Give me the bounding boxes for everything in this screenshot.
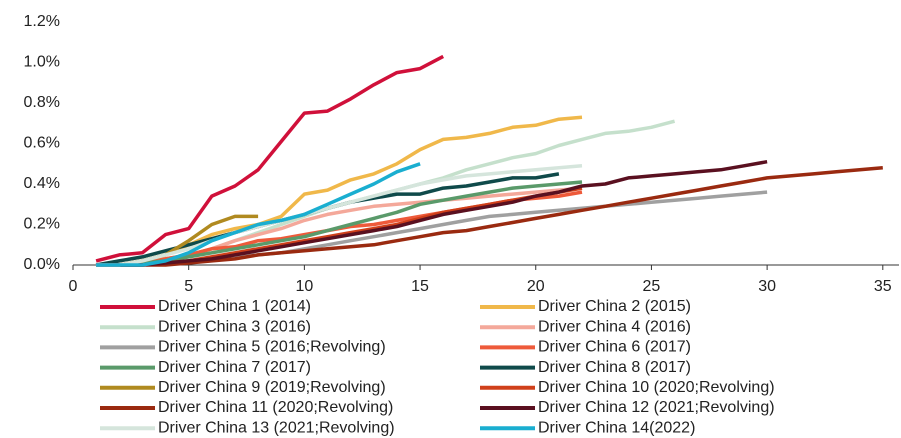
y-tick-label: 0.8% [24,94,60,111]
legend-label: Driver China 2 (2015) [538,298,691,315]
legend-label: Driver China 3 (2016) [158,318,311,335]
legend-label: Driver China 1 (2014) [158,298,311,315]
y-tick-label: 0.2% [24,216,60,233]
series-line [95,172,560,267]
y-tick-label: 0.0% [24,256,60,273]
x-tick-label: 0 [69,278,78,295]
x-tick-label: 25 [643,278,661,295]
x-tick-label: 30 [758,278,776,295]
y-tick-label: 1.0% [24,54,60,71]
legend-label: Driver China 4 (2016) [538,318,691,335]
series-line [96,180,583,267]
legend-label: Driver China 13 (2021;Revolving) [158,419,395,436]
legend-label: Driver China 14(2022) [538,419,695,436]
series-line [96,166,883,267]
series-line [95,54,445,263]
legend-label: Driver China 7 (2017) [158,359,311,376]
y-tick-label: 1.2% [24,13,60,30]
legend-label: Driver China 11 (2020;Revolving) [158,399,393,416]
x-tick-label: 10 [295,278,313,295]
legend-label: Driver China 12 (2021;Revolving) [538,399,775,416]
x-tick-label: 35 [874,278,892,295]
legend-label: Driver China 10 (2020;Revolving) [538,379,775,396]
legend-label: Driver China 6 (2017) [538,339,691,356]
series-line [96,164,583,267]
y-tick-label: 0.4% [24,175,60,192]
x-tick-label: 20 [527,278,545,295]
x-tick-label: 15 [411,278,429,295]
legend-label: Driver China 5 (2016;Revolving) [158,339,386,356]
y-tick-label: 0.6% [24,135,60,152]
series-line [96,162,421,267]
series-line [96,159,768,267]
x-tick-label: 5 [184,278,193,295]
legend-label: Driver China 8 (2017) [538,359,691,376]
legend-label: Driver China 9 (2019;Revolving) [158,379,386,396]
